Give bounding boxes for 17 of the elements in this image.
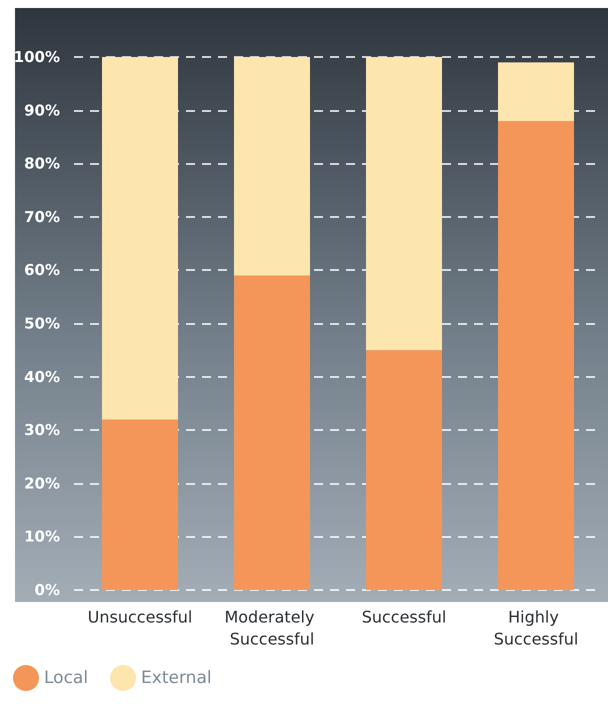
y-tick-label: 40% — [24, 368, 60, 386]
legend-label: Local — [44, 668, 88, 688]
y-tick-label: 0% — [34, 581, 60, 599]
y-tick-label: 10% — [24, 528, 60, 546]
y-tick-label: 60% — [24, 261, 60, 280]
y-tick-label: 30% — [24, 421, 60, 440]
y-tick-label: 90% — [24, 101, 60, 120]
y-tick-label: 50% — [24, 314, 60, 332]
x-tick-label: Successful — [362, 608, 446, 626]
y-tick-label: 80% — [24, 154, 60, 173]
y-tick-label: 70% — [24, 208, 60, 226]
legend-label: External — [141, 668, 212, 688]
y-tick-label: 100% — [14, 48, 60, 66]
x-tick-label: Unsuccessful — [88, 608, 192, 626]
y-tick-label: 20% — [24, 474, 60, 492]
x-tick-label: Highly Successful — [494, 608, 578, 648]
x-tick-label: Moderately Successful — [224, 608, 320, 648]
